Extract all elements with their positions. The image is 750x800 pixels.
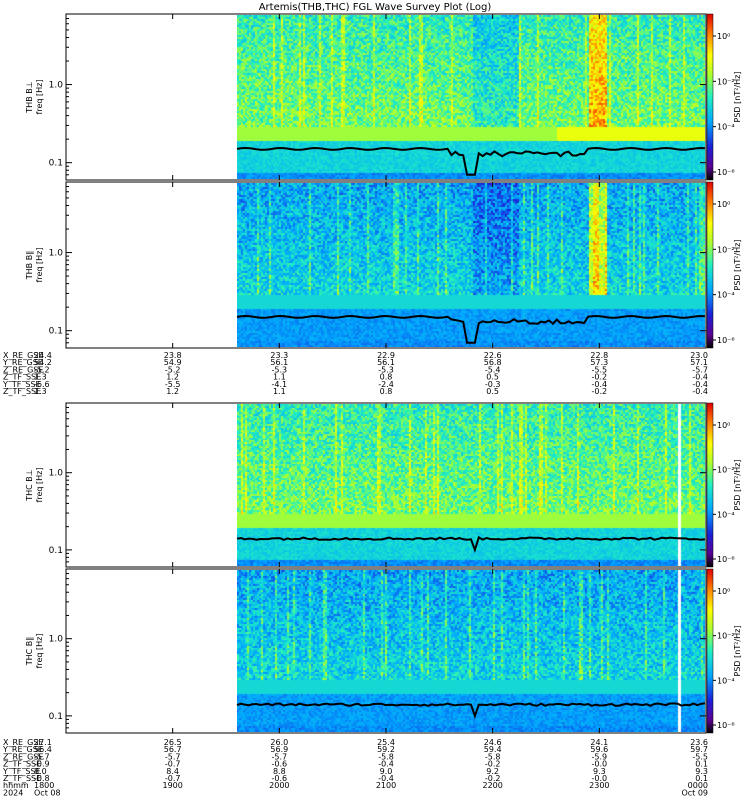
colorbar bbox=[707, 182, 713, 348]
ephemeris-value: -0.4 bbox=[692, 387, 708, 396]
ephemeris-row-label: 2024 bbox=[3, 788, 23, 797]
colorbar-tick-label: 10⁻⁶ bbox=[717, 336, 735, 345]
colorbar bbox=[707, 569, 713, 733]
y-axis-label: THB B∥ bbox=[25, 251, 34, 280]
colorbar bbox=[707, 14, 713, 180]
ephemeris-value: 2300 bbox=[589, 781, 609, 790]
colorbar-tick-label: 10⁻² bbox=[717, 77, 735, 86]
y-tick-label: 0.1 bbox=[49, 159, 63, 169]
spectrogram-panel: 1.0 0.1 THB B∥ freq [Hz] 10⁰ 10⁻² 10⁻⁴ 10⁻⁶ PSD … bbox=[25, 182, 742, 348]
colorbar-tick-label: 10⁻⁶ bbox=[717, 721, 735, 730]
colorbar-tick-label: 10⁻⁴ bbox=[717, 676, 735, 685]
ephemeris-value: 1900 bbox=[162, 781, 182, 790]
y-tick-label: 1.0 bbox=[49, 635, 64, 645]
ephemeris-value: Oct 09 bbox=[681, 788, 708, 797]
colorbar-label: PSD [nT²/Hz] bbox=[733, 460, 742, 511]
ephemeris-value: 2100 bbox=[376, 781, 396, 790]
y-axis-label: freq [Hz] bbox=[35, 634, 44, 669]
colorbar-tick-label: 10⁻⁶ bbox=[717, 168, 735, 177]
colorbar-label: PSD [nT²/Hz] bbox=[733, 240, 742, 291]
colorbar-tick-label: 10⁻⁴ bbox=[717, 291, 735, 300]
colorbar-label: PSD [nT²/Hz] bbox=[733, 626, 742, 677]
y-axis-label: THC B∥ bbox=[25, 637, 34, 667]
spectrogram-panel: 1.0 0.1 THB B⊥ freq [Hz] 10⁰ 10⁻² 10⁻⁴ 10⁻⁶ PSD … bbox=[25, 14, 742, 180]
ephemeris-value: 1.1 bbox=[273, 387, 286, 396]
figure-title: Artemis(THB,THC) FGL Wave Survey Plot (L… bbox=[259, 2, 492, 13]
spectrogram-panel: 1.0 0.1 THC B∥ freq [Hz] 10⁰ 10⁻² 10⁻⁴ 10⁻⁶ PSD … bbox=[25, 569, 742, 733]
y-axis-label: THB B⊥ bbox=[25, 81, 34, 113]
y-axis-label: freq [Hz] bbox=[35, 468, 44, 503]
ephemeris-value: Oct 08 bbox=[34, 788, 61, 797]
ephemeris-value: 0.5 bbox=[486, 387, 499, 396]
colorbar-tick-label: 10⁻⁴ bbox=[717, 123, 735, 132]
colorbar-tick-label: 10⁻⁴ bbox=[717, 510, 735, 519]
y-tick-label: 0.1 bbox=[49, 327, 63, 337]
spectrogram-image bbox=[237, 15, 705, 179]
colorbar-tick-label: 10⁻² bbox=[717, 245, 735, 254]
y-tick-label: 1.0 bbox=[49, 249, 64, 259]
colorbar-tick-label: 10⁰ bbox=[717, 200, 730, 209]
colorbar-tick-label: 10⁰ bbox=[717, 32, 730, 41]
y-axis-label: THC B⊥ bbox=[25, 469, 34, 502]
colorbar-tick-label: 10⁰ bbox=[717, 587, 730, 596]
colorbar-tick-label: 10⁻² bbox=[717, 466, 735, 475]
spectrogram-panel: 1.0 0.1 THC B⊥ freq [Hz] 10⁰ 10⁻² 10⁻⁴ 10⁻⁶ PSD … bbox=[25, 403, 742, 567]
y-tick-label: 0.1 bbox=[49, 546, 63, 556]
y-axis-label: freq [Hz] bbox=[35, 248, 44, 283]
ephemeris-value: 1.2 bbox=[166, 387, 179, 396]
spectrogram-image bbox=[237, 183, 705, 347]
ephemeris-value: 1.3 bbox=[34, 387, 47, 396]
ephemeris-value: -0.2 bbox=[592, 387, 608, 396]
colorbar-tick-label: 10⁻² bbox=[717, 632, 735, 641]
colorbar bbox=[707, 403, 713, 567]
colorbar-tick-label: 10⁻⁶ bbox=[717, 555, 735, 564]
ephemeris-value: 2000 bbox=[269, 781, 289, 790]
colorbar-tick-label: 10⁰ bbox=[717, 421, 730, 430]
y-axis-label: freq [Hz] bbox=[35, 80, 44, 115]
ephemeris-value: 2200 bbox=[482, 781, 502, 790]
colorbar-label: PSD [nT²/Hz] bbox=[733, 72, 742, 123]
y-tick-label: 0.1 bbox=[49, 712, 63, 722]
y-tick-label: 1.0 bbox=[49, 81, 64, 91]
y-tick-label: 1.0 bbox=[49, 469, 64, 479]
ephemeris-value: 0.8 bbox=[380, 387, 393, 396]
